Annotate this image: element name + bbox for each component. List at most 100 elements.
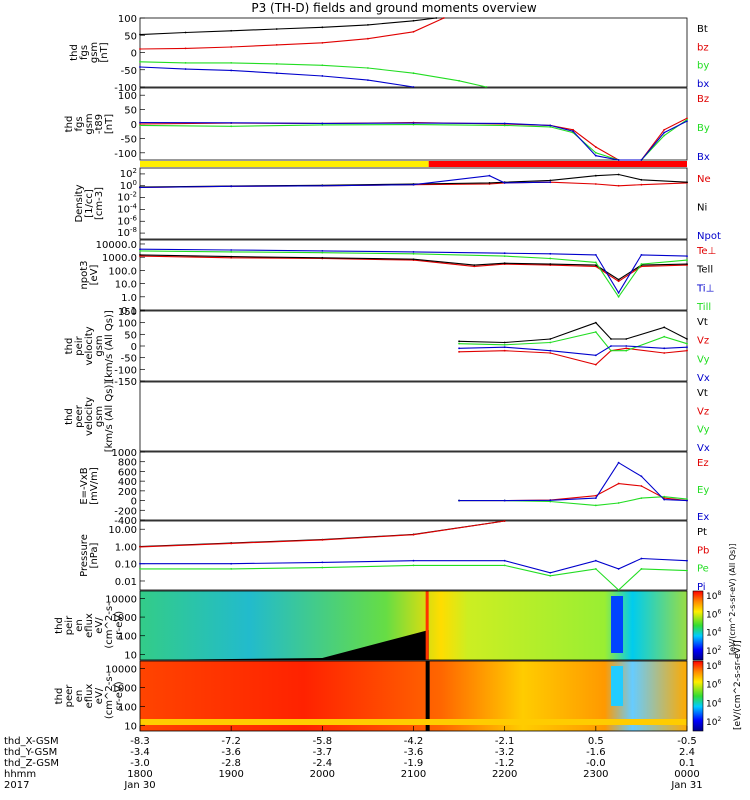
ytick-label: 1000.0 bbox=[102, 253, 137, 264]
xaxis-row-label: hhmm bbox=[4, 769, 36, 780]
legend-entry: Ey bbox=[697, 485, 709, 496]
panel-peer-en-eflux: 108 106 104 102 10000 1000 100 10 thd peer en eflux… bbox=[54, 660, 721, 732]
series-Ez bbox=[459, 483, 688, 502]
legend-entry: Till bbox=[696, 302, 711, 313]
data-point bbox=[503, 255, 506, 258]
data-point bbox=[686, 349, 688, 352]
data-point bbox=[549, 252, 552, 255]
data-point bbox=[321, 539, 324, 541]
data-point bbox=[367, 79, 369, 81]
data-point bbox=[594, 264, 597, 267]
data-point bbox=[617, 482, 620, 485]
ytick-label: 10-6 bbox=[117, 214, 137, 227]
data-point bbox=[686, 263, 688, 265]
data-point bbox=[503, 262, 506, 265]
heatmap-yellow-band bbox=[140, 719, 687, 725]
ytick-label: 100 bbox=[120, 179, 137, 192]
data-point bbox=[230, 61, 233, 64]
panel-peir-en-eflux: 108 106 104 102 10000 1000 100 10 thd peir en eflux… bbox=[54, 590, 721, 661]
data-point bbox=[412, 258, 415, 261]
xtick-x: -4.2 bbox=[404, 736, 424, 747]
data-point bbox=[275, 62, 278, 65]
ytick-label: 0.01 bbox=[115, 577, 137, 588]
panel-fgs-gsm: 100 50 0 -50 -100 thd fgs gsm [nT] Bt bz by bx bbox=[69, 14, 709, 94]
data-point bbox=[139, 253, 141, 256]
ytick-label: 1000 bbox=[112, 448, 137, 459]
data-point bbox=[625, 338, 628, 340]
colorbar-label: [eV/(cm^2-s-sr-eV)] bbox=[733, 640, 743, 730]
ylabel-line: [km/s (All Qs)] bbox=[104, 381, 115, 453]
data-point bbox=[367, 67, 369, 69]
series-Pe bbox=[140, 564, 688, 591]
data-point bbox=[549, 571, 552, 574]
ylabel-line: gsm bbox=[89, 42, 100, 63]
colorbar bbox=[692, 660, 704, 732]
legend-entry: Vz bbox=[697, 406, 709, 417]
ylabel-line: velocity bbox=[84, 397, 95, 436]
data-point bbox=[686, 338, 688, 340]
data-point bbox=[503, 122, 506, 125]
data-point bbox=[625, 347, 628, 350]
ylabel-line: Pressure bbox=[79, 534, 90, 577]
ytick-label: 50 bbox=[124, 330, 137, 341]
data-point bbox=[640, 497, 643, 500]
data-point bbox=[321, 41, 324, 44]
heatmap-black-band bbox=[425, 661, 430, 731]
data-point bbox=[139, 123, 141, 125]
data-point bbox=[549, 341, 552, 344]
data-point bbox=[617, 295, 620, 298]
ylabel-line: thd bbox=[54, 617, 65, 634]
ytick-label: 0.1 bbox=[121, 306, 137, 317]
data-point bbox=[442, 17, 445, 19]
legend-entry: Bx bbox=[697, 152, 710, 163]
ylabel-line: fgs bbox=[79, 45, 90, 60]
ytick-label: -100 bbox=[114, 149, 137, 160]
colorbar-tick: 102 bbox=[706, 645, 721, 657]
ylabel-line: [cm-3] bbox=[94, 187, 105, 220]
data-point bbox=[549, 179, 552, 182]
panel-pressure: 10.00 1.00 0.10 0.01 Pressure [nPa] Pt Pb Pe Pi bbox=[79, 520, 709, 593]
data-point bbox=[503, 182, 506, 184]
data-point bbox=[503, 499, 506, 502]
data-point bbox=[610, 345, 612, 347]
data-point bbox=[549, 338, 552, 340]
series-Ti⊥ bbox=[139, 248, 688, 294]
legend-entry: Pb bbox=[697, 545, 709, 556]
ytick-label: 0 bbox=[131, 497, 137, 508]
ylabel-line: en bbox=[74, 619, 85, 632]
data-point bbox=[686, 342, 688, 345]
ytick-label: 50 bbox=[124, 106, 137, 117]
heatmap-red-band bbox=[425, 591, 429, 660]
colorbar-tick: 104 bbox=[706, 627, 721, 639]
data-point bbox=[594, 253, 597, 256]
data-point bbox=[321, 122, 324, 125]
data-point bbox=[503, 520, 506, 522]
data-point bbox=[321, 251, 324, 254]
data-point bbox=[321, 64, 324, 67]
xtick-y: -1.6 bbox=[586, 747, 606, 758]
data-point bbox=[503, 341, 506, 344]
xtick-x: -8.3 bbox=[130, 736, 150, 747]
legend-entry: Vt bbox=[697, 317, 708, 328]
data-point bbox=[230, 125, 233, 128]
data-point bbox=[663, 335, 666, 338]
ylabel-line: thd bbox=[64, 116, 75, 133]
ylabel-line: [nT] bbox=[104, 114, 115, 134]
ytick-label: -150 bbox=[114, 377, 137, 388]
series-Vz bbox=[459, 347, 688, 366]
data-point bbox=[230, 69, 233, 72]
data-point bbox=[617, 291, 620, 294]
ylabel-line: gsm bbox=[94, 406, 105, 427]
xtick-y: -3.6 bbox=[404, 747, 424, 758]
ytick-label: -200 bbox=[114, 506, 137, 517]
legend-entry: Vy bbox=[697, 425, 710, 436]
xtick-x: -5.8 bbox=[313, 736, 333, 747]
data-point bbox=[640, 557, 643, 560]
data-point bbox=[139, 255, 141, 258]
data-point bbox=[139, 249, 141, 252]
ytick-label: 10.0 bbox=[115, 280, 137, 291]
data-point bbox=[617, 568, 620, 570]
data-point bbox=[139, 568, 141, 570]
ylabel-line: E=-VxB bbox=[79, 467, 90, 504]
colorbar-tick: 108 bbox=[706, 660, 721, 672]
